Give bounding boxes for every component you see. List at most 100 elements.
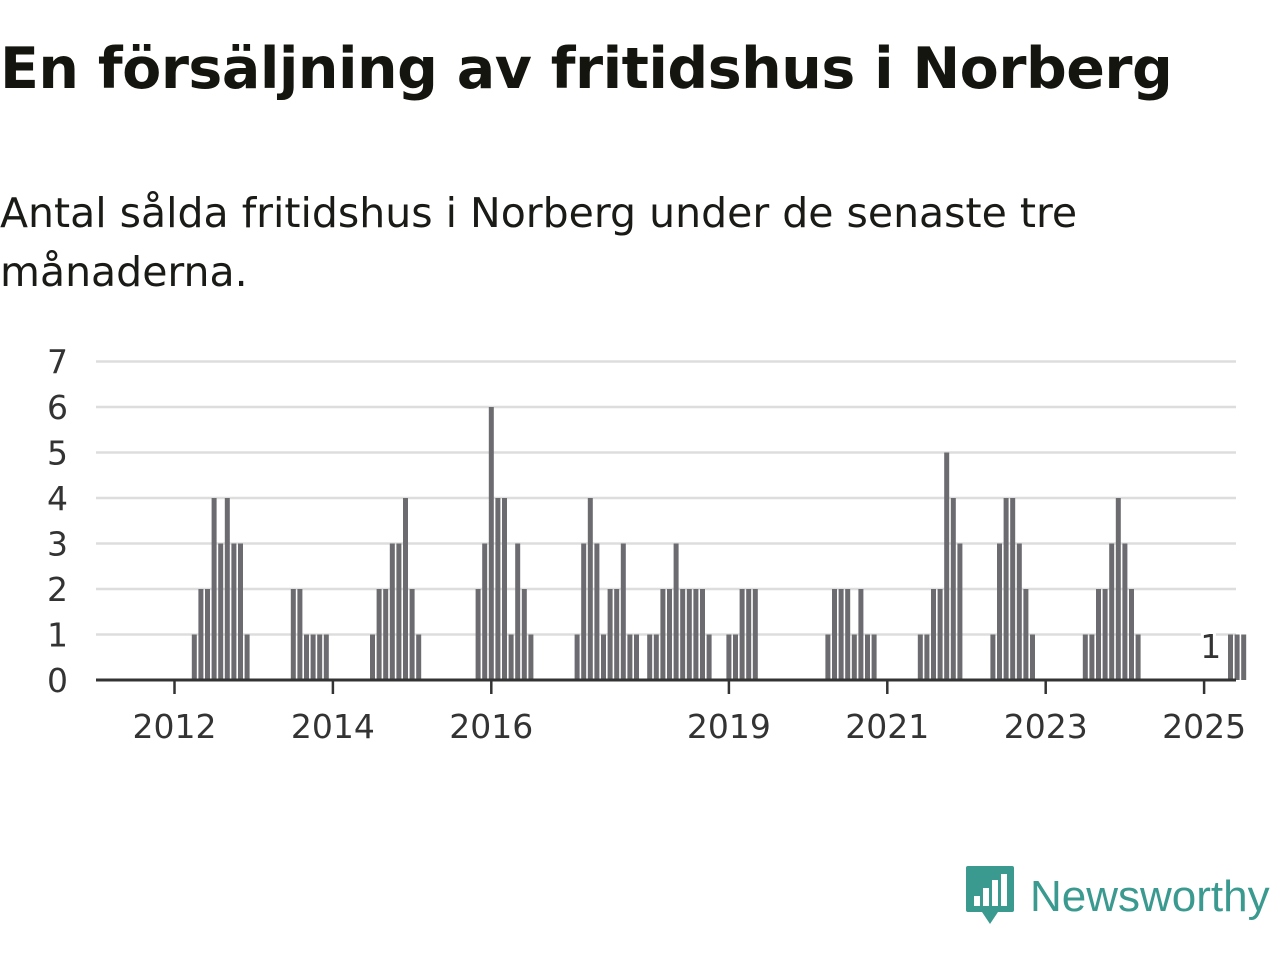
bar (997, 543, 1002, 680)
bar (574, 634, 580, 680)
bar (832, 589, 837, 680)
bar (1228, 634, 1233, 680)
bar (396, 543, 402, 680)
y-tick-label: 3 (47, 525, 68, 564)
y-tick-label: 2 (47, 570, 68, 609)
bar (317, 634, 323, 680)
y-axis-labels: 0 1 2 3 4 5 6 7 (47, 343, 68, 701)
bar (231, 543, 237, 680)
bar (931, 589, 936, 680)
bar (1016, 543, 1022, 680)
bar (1115, 498, 1121, 680)
latest-value-label: 1 (1200, 627, 1221, 666)
bar (1102, 589, 1108, 680)
bar (594, 543, 600, 680)
y-tick-label: 6 (47, 388, 68, 427)
bar (858, 589, 864, 680)
bar (1003, 498, 1009, 680)
bar (482, 543, 488, 680)
bar (581, 543, 587, 680)
bar (825, 634, 831, 680)
bar (990, 634, 996, 680)
bar (1030, 634, 1035, 680)
y-tick-label: 4 (47, 479, 68, 518)
bar (383, 589, 389, 680)
bar (205, 589, 210, 680)
y-tick-label: 5 (47, 434, 68, 473)
bar (1096, 589, 1101, 680)
bar (238, 543, 243, 680)
bar (667, 589, 672, 680)
y-tick-label: 1 (47, 616, 68, 655)
bar (1109, 543, 1115, 680)
bar (191, 634, 197, 680)
y-tick-label: 7 (47, 343, 68, 382)
bar (944, 452, 950, 680)
bar (495, 498, 501, 680)
bar (528, 634, 534, 680)
bar (871, 634, 877, 680)
bar (924, 634, 930, 680)
bar (304, 634, 309, 680)
annotations: 1 (1197, 624, 1224, 669)
bar (502, 498, 507, 680)
bar (1122, 543, 1128, 680)
bar (310, 634, 316, 680)
x-tick-label: 2019 (687, 707, 771, 746)
bar (752, 589, 758, 680)
chart-subtitle: Antal sålda fritidshus i Norberg under d… (0, 189, 1078, 296)
bar (693, 589, 699, 680)
bar (627, 634, 633, 680)
bar (1010, 498, 1016, 680)
bar (706, 634, 712, 680)
x-tick-label: 2014 (291, 707, 375, 746)
bar (937, 589, 943, 680)
brand-logo: Newsworthy (964, 864, 1270, 930)
bar (244, 634, 250, 680)
bar (290, 589, 296, 680)
chart-title: En försäljning av fritidshus i Norberg (0, 36, 1173, 102)
bar (409, 589, 415, 680)
bar (1135, 634, 1141, 680)
bar (475, 589, 481, 680)
bar (224, 498, 230, 680)
x-tick-label: 2023 (1004, 707, 1088, 746)
brand-name: Newsworthy (1030, 872, 1270, 921)
bars (191, 407, 1247, 680)
bar (515, 543, 521, 680)
x-tick-label: 2012 (133, 707, 217, 746)
x-axis (96, 678, 1236, 694)
bar (601, 634, 606, 680)
bar (1089, 634, 1095, 680)
bar (403, 498, 408, 680)
bar (957, 543, 963, 680)
bar (647, 634, 653, 680)
bar (673, 543, 679, 680)
bar (607, 589, 613, 680)
x-tick-label: 2016 (449, 707, 533, 746)
x-tick-label: 2021 (845, 707, 929, 746)
bar (680, 589, 686, 680)
bar (950, 498, 956, 680)
bar (686, 589, 692, 680)
bar (1082, 634, 1088, 680)
bar (865, 634, 870, 680)
bar (370, 634, 375, 680)
bar-chart-speech-bubble-icon (964, 864, 1016, 930)
bar (726, 634, 732, 680)
bar (653, 634, 659, 680)
bar (1023, 589, 1029, 680)
bar (739, 589, 745, 680)
y-tick-label: 0 (47, 661, 68, 700)
bar (521, 589, 527, 680)
bar (587, 498, 593, 680)
x-tick-label: 2025 (1162, 707, 1246, 746)
bar (700, 589, 705, 680)
bar (620, 543, 626, 680)
bar (851, 634, 857, 680)
bar (614, 589, 620, 680)
bar (211, 498, 217, 680)
bar (746, 589, 752, 680)
bar-chart: 0 1 2 3 4 5 6 7 2012 2014 2016 2019 2021 2023 2025 1 (47, 343, 1247, 746)
bar (508, 634, 514, 680)
